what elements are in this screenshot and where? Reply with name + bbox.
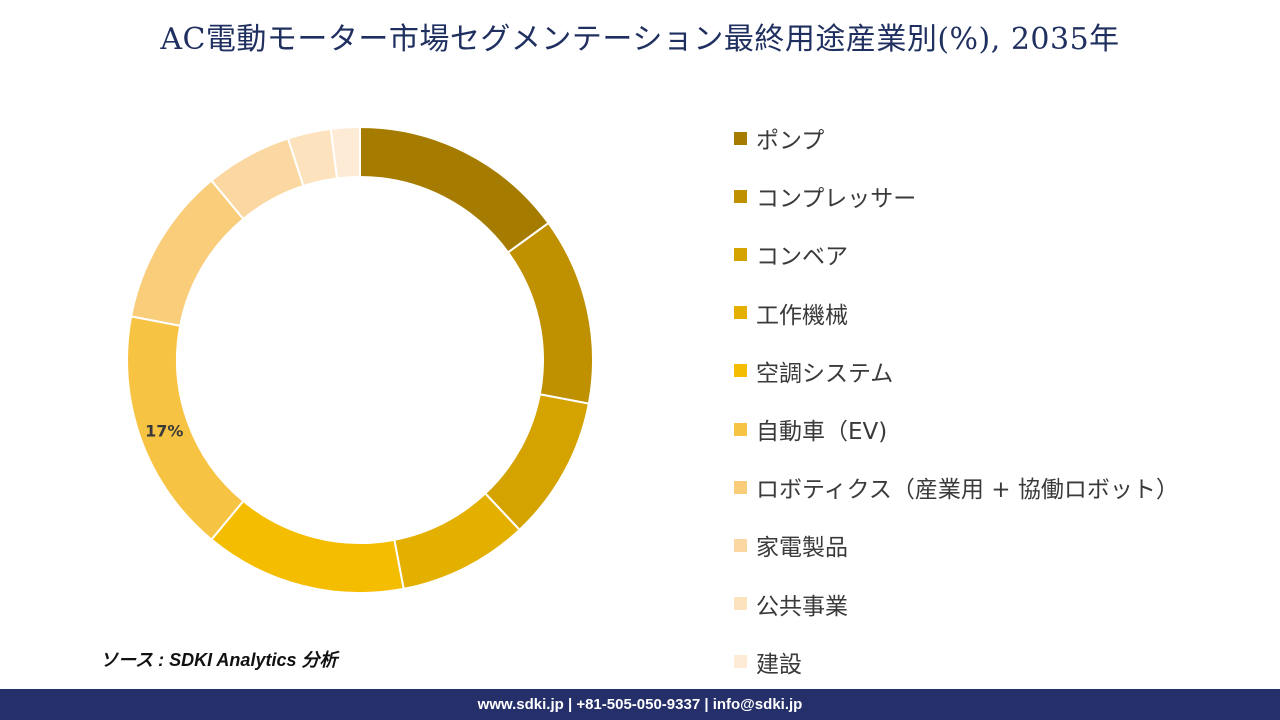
legend-item: コンベア: [734, 225, 1274, 283]
footer-contact: www.sdki.jp | +81-505-050-9337 | info@sd…: [0, 689, 1280, 720]
legend-swatch: [734, 538, 747, 552]
legend-item: 空調システム: [734, 342, 1274, 400]
legend-item: 公共事業: [734, 575, 1274, 633]
legend-label: ポンプ: [756, 128, 825, 155]
data-label: 17%: [145, 421, 183, 440]
legend-swatch: [734, 597, 747, 611]
legend-label: 自動車（EV): [756, 419, 888, 446]
legend-swatch: [734, 480, 747, 494]
legend-swatch: [734, 306, 747, 320]
legend-swatch: [734, 655, 747, 669]
legend-item: 自動車（EV): [734, 400, 1274, 458]
legend-label: 空調システム: [756, 360, 894, 387]
legend-label: 建設: [756, 651, 802, 678]
donut-slice-7: [129, 179, 245, 327]
legend-swatch: [734, 131, 747, 145]
legend-label: 工作機械: [756, 302, 848, 329]
legend-label: 家電製品: [756, 535, 848, 562]
legend-item: ポンプ: [734, 109, 1274, 167]
legend-label: 公共事業: [756, 593, 848, 620]
donut-slice-2: [506, 221, 594, 405]
donut-slice-10: [329, 125, 361, 180]
legend-item: 建設: [734, 633, 1274, 691]
legend: ポンプコンプレッサー コンベア工作機械空調システム 自動車（EV) ロボティクス（産業…: [734, 109, 1274, 691]
legend-item: 家電製品: [734, 516, 1274, 574]
source-note: ソース : SDKI Analytics 分析: [100, 650, 338, 670]
legend-swatch: [734, 422, 747, 436]
legend-label: ロボティクス（産業用 + 協働ロボット）: [756, 477, 1179, 504]
legend-label: コンベア: [756, 244, 848, 271]
legend-swatch: [734, 247, 747, 261]
legend-item: コンプレッサー: [734, 167, 1274, 225]
legend-label: コンプレッサー: [756, 186, 917, 213]
legend-swatch: [734, 189, 747, 203]
legend-item: ロボティクス（産業用 + 協働ロボット）: [734, 458, 1274, 516]
donut-slice-5: [210, 499, 405, 594]
donut-slice-1: [359, 125, 550, 254]
legend-swatch: [734, 364, 747, 378]
legend-item: 工作機械: [734, 284, 1274, 342]
chart-title: AC電動モーター市場セグメンテーション最終用途産業別(%), 2035年: [160, 22, 1120, 57]
